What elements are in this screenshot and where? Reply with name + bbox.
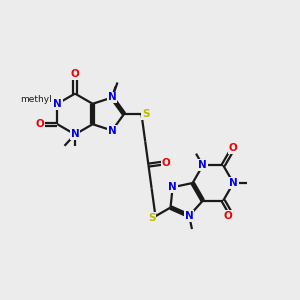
Text: N: N bbox=[53, 99, 62, 109]
Text: N: N bbox=[229, 178, 238, 188]
Text: S: S bbox=[142, 109, 149, 119]
Text: N: N bbox=[108, 92, 116, 103]
Text: N: N bbox=[198, 160, 207, 170]
Text: O: O bbox=[162, 158, 170, 168]
Text: O: O bbox=[35, 119, 44, 129]
Text: N: N bbox=[168, 182, 177, 192]
Text: O: O bbox=[70, 69, 80, 79]
Text: N: N bbox=[108, 125, 116, 136]
Text: methyl: methyl bbox=[20, 95, 52, 104]
Text: N: N bbox=[70, 129, 80, 140]
Text: N: N bbox=[185, 211, 194, 221]
Text: O: O bbox=[223, 211, 232, 221]
Text: S: S bbox=[148, 213, 156, 223]
Text: O: O bbox=[229, 143, 237, 153]
